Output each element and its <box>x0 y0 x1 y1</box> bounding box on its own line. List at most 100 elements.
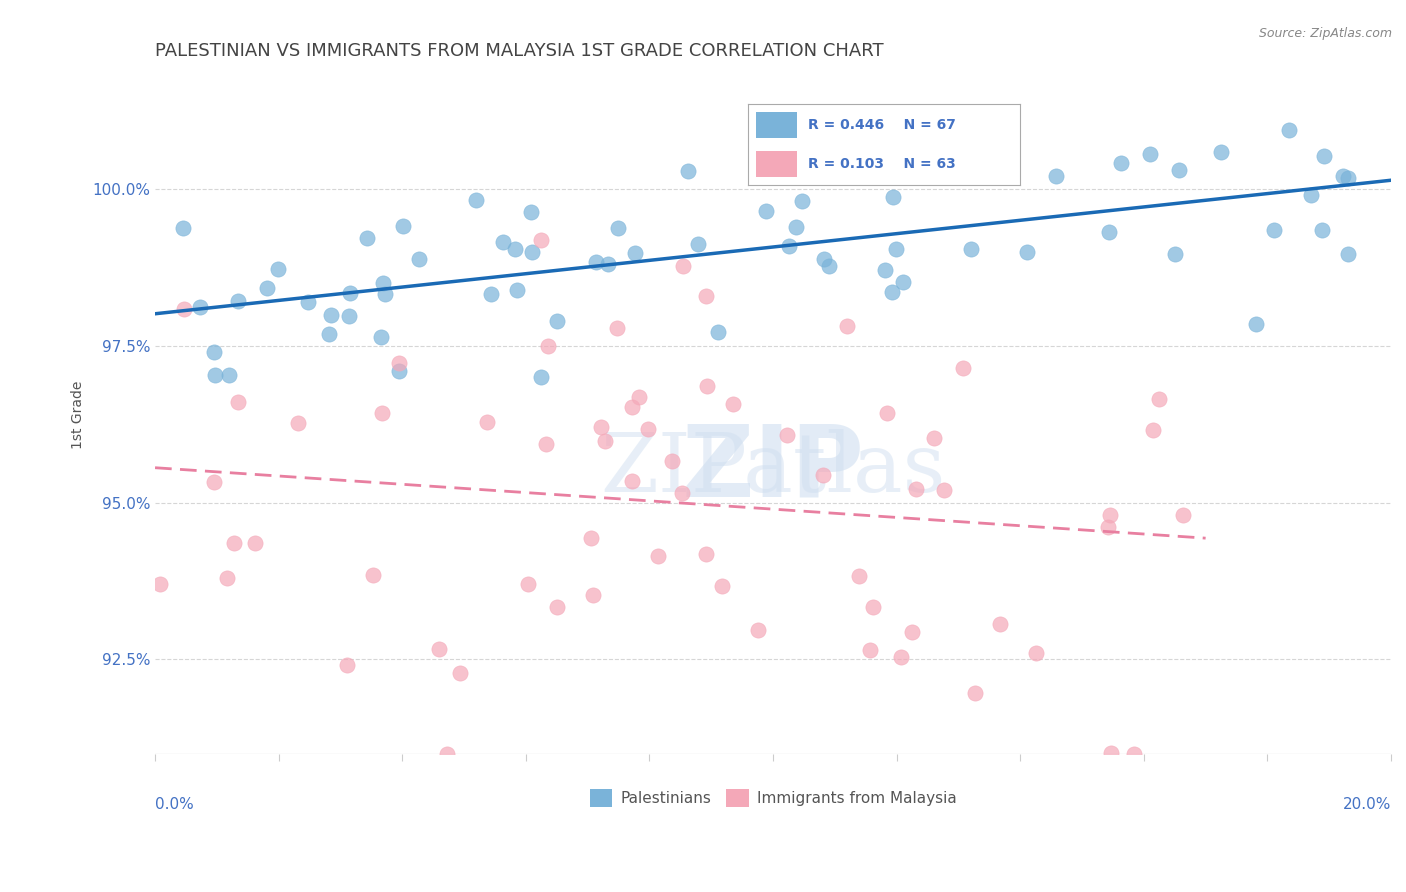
Point <box>637 421 659 435</box>
Point <box>1313 149 1336 163</box>
Point <box>952 360 974 375</box>
Point <box>1263 223 1285 237</box>
Point <box>546 313 568 327</box>
Point <box>596 257 619 271</box>
Point <box>371 276 394 290</box>
Point <box>934 483 956 497</box>
Point <box>1025 646 1047 660</box>
Point <box>695 548 717 562</box>
Point <box>686 237 709 252</box>
Point <box>1299 187 1322 202</box>
Point <box>222 536 245 550</box>
Point <box>671 486 693 500</box>
Point <box>529 370 551 384</box>
Point <box>1111 156 1133 170</box>
Point <box>1310 223 1333 237</box>
Point <box>876 406 898 420</box>
Point <box>1097 520 1119 534</box>
Point <box>606 220 628 235</box>
Point <box>370 329 392 343</box>
Point <box>785 220 807 235</box>
Point <box>256 281 278 295</box>
Point <box>873 262 896 277</box>
Point <box>1331 169 1354 183</box>
Point <box>356 231 378 245</box>
Point <box>1337 247 1360 261</box>
Point <box>1336 171 1358 186</box>
Point <box>790 194 813 209</box>
Y-axis label: 1st Grade: 1st Grade <box>72 381 86 450</box>
Point <box>776 428 799 442</box>
Point <box>706 325 728 339</box>
Point <box>1045 169 1067 184</box>
Point <box>226 294 249 309</box>
Point <box>904 482 927 496</box>
Point <box>1164 247 1187 261</box>
Point <box>811 468 834 483</box>
Point <box>392 219 415 233</box>
Point <box>1147 392 1170 406</box>
Text: Source: ZipAtlas.com: Source: ZipAtlas.com <box>1258 27 1392 40</box>
Point <box>172 220 194 235</box>
Point <box>1142 423 1164 437</box>
Point <box>988 617 1011 632</box>
Point <box>1168 163 1191 178</box>
Point <box>202 475 225 489</box>
Legend: Palestinians, Immigrants from Malaysia: Palestinians, Immigrants from Malaysia <box>583 782 963 814</box>
Point <box>479 287 502 301</box>
Point <box>202 344 225 359</box>
Point <box>862 600 884 615</box>
Point <box>188 300 211 314</box>
Point <box>408 252 430 266</box>
Point <box>835 318 858 333</box>
Point <box>361 568 384 582</box>
Point <box>606 321 628 335</box>
Point <box>505 284 527 298</box>
Point <box>1139 147 1161 161</box>
Point <box>627 390 650 404</box>
Point <box>149 576 172 591</box>
Point <box>1099 746 1122 760</box>
Point <box>695 289 717 303</box>
Point <box>924 431 946 445</box>
Point <box>897 120 920 134</box>
Point <box>858 642 880 657</box>
Point <box>318 327 340 342</box>
Point <box>813 252 835 266</box>
Point <box>1098 225 1121 239</box>
Point <box>530 233 553 247</box>
Point <box>226 395 249 409</box>
Text: ZIPatlas: ZIPatlas <box>600 429 946 509</box>
Point <box>449 666 471 681</box>
Point <box>534 436 557 450</box>
Point <box>582 588 605 602</box>
Point <box>546 600 568 615</box>
Point <box>387 364 409 378</box>
Point <box>986 147 1008 161</box>
Point <box>336 658 359 673</box>
Point <box>388 356 411 370</box>
Point <box>647 549 669 563</box>
Point <box>436 747 458 761</box>
Point <box>900 624 922 639</box>
Point <box>492 235 515 250</box>
Point <box>464 193 486 207</box>
Point <box>1244 318 1267 332</box>
Point <box>711 579 734 593</box>
Point <box>1015 244 1038 259</box>
Point <box>754 204 776 219</box>
Point <box>959 243 981 257</box>
Point <box>1209 145 1232 159</box>
Point <box>1099 508 1122 523</box>
Point <box>505 242 527 256</box>
Point <box>427 641 450 656</box>
Point <box>817 259 839 273</box>
Point <box>516 576 538 591</box>
Point <box>589 420 612 434</box>
Point <box>890 650 912 665</box>
Point <box>297 294 319 309</box>
Point <box>339 309 361 323</box>
Point <box>1171 508 1194 522</box>
Point <box>520 205 543 219</box>
Point <box>621 475 644 489</box>
